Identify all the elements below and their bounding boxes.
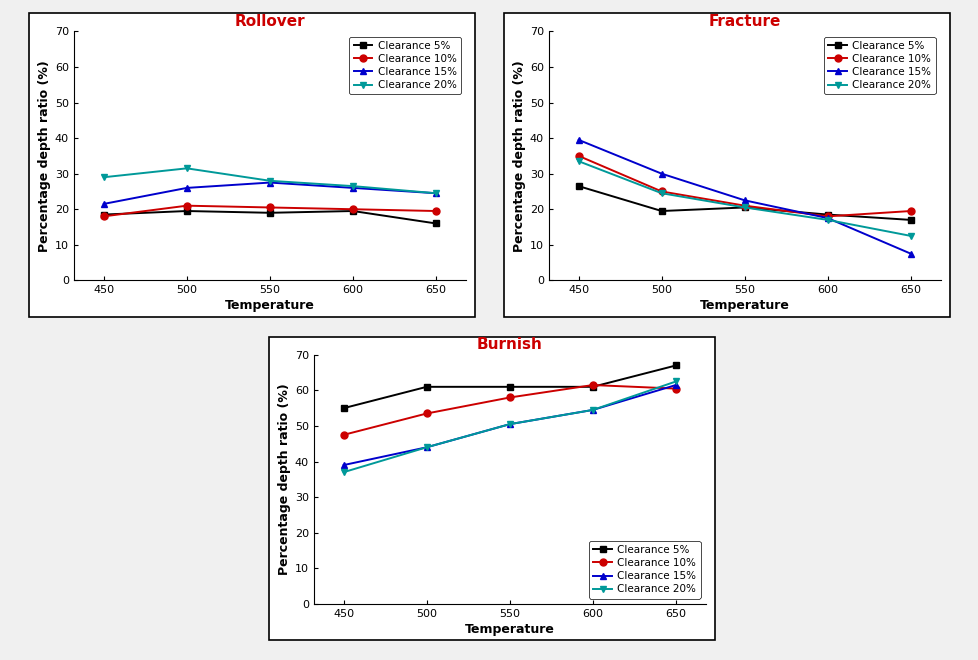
Clearance 10% — [421, 410, 432, 418]
Line: Clearance 10%: Clearance 10% — [339, 381, 679, 438]
Line: Clearance 20%: Clearance 20% — [339, 378, 679, 476]
Clearance 15% — [822, 214, 833, 222]
Clearance 20% — [587, 406, 599, 414]
Clearance 20% — [822, 216, 833, 224]
Clearance 10% — [738, 202, 750, 210]
Clearance 5% — [347, 207, 359, 215]
Clearance 10% — [587, 381, 599, 389]
Clearance 5% — [504, 383, 515, 391]
Clearance 5% — [655, 207, 667, 215]
Y-axis label: Percentage depth ratio (%): Percentage depth ratio (%) — [38, 60, 51, 251]
Clearance 5% — [337, 404, 349, 412]
Clearance 20% — [337, 468, 349, 476]
Clearance 15% — [655, 170, 667, 178]
Clearance 15% — [504, 420, 515, 428]
Clearance 5% — [669, 362, 681, 370]
Line: Clearance 15%: Clearance 15% — [574, 137, 913, 257]
Clearance 15% — [904, 249, 915, 257]
Line: Clearance 10%: Clearance 10% — [574, 152, 913, 220]
Legend: Clearance 5%, Clearance 10%, Clearance 15%, Clearance 20%: Clearance 5%, Clearance 10%, Clearance 1… — [349, 36, 461, 94]
X-axis label: Temperature: Temperature — [225, 300, 315, 312]
Clearance 10% — [337, 431, 349, 439]
Line: Clearance 5%: Clearance 5% — [574, 183, 913, 223]
Line: Clearance 5%: Clearance 5% — [339, 362, 679, 412]
Clearance 20% — [98, 174, 110, 182]
Clearance 5% — [587, 383, 599, 391]
Clearance 15% — [337, 461, 349, 469]
Clearance 5% — [98, 211, 110, 218]
Clearance 20% — [904, 232, 915, 240]
Clearance 5% — [572, 182, 584, 190]
Clearance 15% — [98, 200, 110, 208]
Clearance 10% — [347, 205, 359, 213]
Clearance 10% — [655, 187, 667, 195]
Line: Clearance 15%: Clearance 15% — [339, 381, 679, 469]
Clearance 20% — [421, 444, 432, 451]
Y-axis label: Percentage depth ratio (%): Percentage depth ratio (%) — [512, 60, 525, 251]
Clearance 15% — [181, 184, 193, 192]
X-axis label: Temperature: Temperature — [465, 623, 555, 636]
Clearance 10% — [669, 385, 681, 393]
Clearance 15% — [429, 189, 441, 197]
Clearance 10% — [572, 152, 584, 160]
Clearance 5% — [738, 203, 750, 211]
Clearance 5% — [904, 216, 915, 224]
Line: Clearance 20%: Clearance 20% — [574, 158, 913, 240]
Clearance 5% — [822, 211, 833, 218]
Clearance 10% — [98, 213, 110, 220]
Line: Clearance 20%: Clearance 20% — [100, 165, 439, 197]
Clearance 15% — [421, 444, 432, 451]
Clearance 15% — [738, 197, 750, 205]
Clearance 10% — [904, 207, 915, 215]
Clearance 5% — [181, 207, 193, 215]
Clearance 20% — [738, 203, 750, 211]
Clearance 10% — [822, 213, 833, 220]
Title: Fracture: Fracture — [708, 14, 780, 29]
Legend: Clearance 5%, Clearance 10%, Clearance 15%, Clearance 20%: Clearance 5%, Clearance 10%, Clearance 1… — [823, 36, 935, 94]
X-axis label: Temperature: Temperature — [699, 300, 789, 312]
Legend: Clearance 5%, Clearance 10%, Clearance 15%, Clearance 20%: Clearance 5%, Clearance 10%, Clearance 1… — [589, 541, 700, 599]
Clearance 20% — [347, 182, 359, 190]
Clearance 10% — [181, 202, 193, 210]
Clearance 5% — [264, 209, 276, 216]
Clearance 20% — [504, 420, 515, 428]
Title: Burnish: Burnish — [476, 337, 542, 352]
Clearance 20% — [572, 157, 584, 165]
Clearance 20% — [429, 189, 441, 197]
Clearance 15% — [587, 406, 599, 414]
Line: Clearance 10%: Clearance 10% — [100, 202, 439, 220]
Clearance 15% — [572, 136, 584, 144]
Clearance 5% — [429, 220, 441, 228]
Clearance 15% — [347, 184, 359, 192]
Clearance 10% — [504, 393, 515, 401]
Clearance 20% — [181, 164, 193, 172]
Clearance 20% — [655, 189, 667, 197]
Clearance 15% — [264, 179, 276, 187]
Clearance 5% — [421, 383, 432, 391]
Clearance 20% — [264, 177, 276, 185]
Title: Rollover: Rollover — [235, 14, 305, 29]
Clearance 10% — [264, 203, 276, 211]
Clearance 10% — [429, 207, 441, 215]
Line: Clearance 5%: Clearance 5% — [100, 207, 439, 227]
Y-axis label: Percentage depth ratio (%): Percentage depth ratio (%) — [278, 383, 290, 575]
Line: Clearance 15%: Clearance 15% — [100, 179, 439, 207]
Clearance 15% — [669, 381, 681, 389]
Clearance 20% — [669, 378, 681, 385]
